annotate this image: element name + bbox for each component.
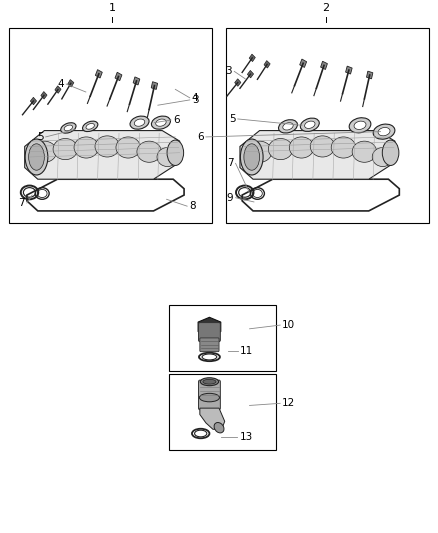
Polygon shape — [200, 408, 225, 429]
Text: 4: 4 — [57, 79, 64, 89]
Text: 3: 3 — [226, 67, 232, 76]
Polygon shape — [264, 61, 270, 68]
Ellipse shape — [64, 125, 73, 131]
Ellipse shape — [32, 141, 57, 162]
Ellipse shape — [130, 116, 149, 129]
Ellipse shape — [95, 136, 120, 157]
Text: 3: 3 — [192, 95, 198, 105]
Ellipse shape — [82, 121, 98, 132]
Text: 10: 10 — [283, 320, 296, 330]
FancyBboxPatch shape — [200, 338, 219, 352]
FancyBboxPatch shape — [198, 322, 220, 342]
Ellipse shape — [310, 136, 335, 157]
Polygon shape — [321, 61, 327, 69]
Ellipse shape — [28, 144, 44, 170]
Polygon shape — [55, 86, 61, 93]
Ellipse shape — [134, 119, 145, 126]
Polygon shape — [95, 70, 102, 78]
Ellipse shape — [352, 141, 377, 162]
Text: 11: 11 — [240, 346, 253, 356]
Polygon shape — [240, 131, 395, 179]
Text: 12: 12 — [283, 398, 296, 408]
Ellipse shape — [152, 116, 170, 129]
Text: 9: 9 — [227, 193, 233, 203]
Ellipse shape — [354, 121, 366, 130]
Ellipse shape — [244, 144, 260, 170]
Polygon shape — [198, 317, 221, 336]
Polygon shape — [68, 79, 74, 87]
Polygon shape — [41, 92, 47, 99]
Text: 13: 13 — [240, 432, 253, 442]
Polygon shape — [247, 70, 254, 78]
Ellipse shape — [378, 127, 390, 136]
Ellipse shape — [373, 124, 395, 139]
Ellipse shape — [289, 137, 314, 158]
Text: 7: 7 — [18, 198, 25, 208]
Text: 5: 5 — [229, 114, 236, 124]
Polygon shape — [30, 98, 36, 105]
Polygon shape — [151, 82, 158, 90]
Text: 5: 5 — [37, 132, 43, 142]
Polygon shape — [133, 77, 140, 85]
Bar — [169, 305, 276, 371]
Ellipse shape — [61, 123, 76, 133]
Ellipse shape — [349, 118, 371, 133]
Ellipse shape — [157, 148, 178, 166]
Ellipse shape — [268, 139, 293, 160]
Ellipse shape — [200, 378, 219, 386]
FancyBboxPatch shape — [198, 380, 220, 410]
Ellipse shape — [199, 393, 219, 402]
Ellipse shape — [304, 121, 315, 128]
Polygon shape — [346, 66, 352, 74]
Polygon shape — [25, 131, 180, 179]
Ellipse shape — [247, 141, 272, 162]
Bar — [226, 28, 428, 223]
Text: 2: 2 — [322, 3, 329, 13]
Ellipse shape — [53, 139, 78, 160]
Text: 7: 7 — [227, 158, 233, 168]
Ellipse shape — [74, 137, 99, 158]
Text: 1: 1 — [109, 3, 116, 13]
Ellipse shape — [300, 118, 319, 132]
Ellipse shape — [372, 148, 393, 166]
Ellipse shape — [167, 140, 184, 165]
Polygon shape — [249, 54, 255, 62]
Bar — [10, 28, 212, 223]
Ellipse shape — [155, 119, 166, 126]
Text: 6: 6 — [197, 132, 204, 142]
Polygon shape — [115, 72, 122, 80]
Ellipse shape — [279, 120, 297, 133]
Ellipse shape — [86, 124, 95, 129]
Text: 8: 8 — [189, 201, 196, 211]
Ellipse shape — [240, 139, 263, 175]
Ellipse shape — [116, 137, 141, 158]
Text: 4: 4 — [192, 93, 198, 103]
Ellipse shape — [331, 137, 356, 158]
Ellipse shape — [203, 379, 216, 384]
Polygon shape — [235, 79, 241, 86]
Ellipse shape — [25, 139, 48, 175]
Ellipse shape — [137, 141, 161, 162]
Ellipse shape — [382, 140, 399, 165]
Ellipse shape — [283, 123, 293, 130]
Polygon shape — [367, 71, 373, 79]
Polygon shape — [300, 59, 307, 68]
Ellipse shape — [214, 423, 224, 433]
Text: 6: 6 — [173, 115, 180, 125]
Bar — [169, 374, 276, 450]
